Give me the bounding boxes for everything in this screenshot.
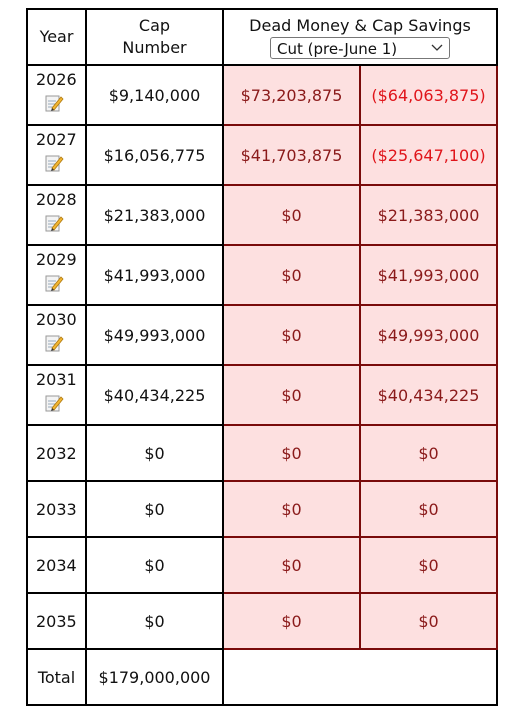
edit-icon[interactable] (44, 93, 64, 113)
edit-icon[interactable] (44, 213, 64, 233)
dead-money: $0 (222, 424, 361, 482)
cap-savings: $0 (359, 592, 498, 650)
cap-savings: $0 (359, 536, 498, 594)
cap-number-label: Cap Number (122, 16, 187, 57)
dead-money: $41,703,875 (222, 124, 361, 186)
cap-savings: $49,993,000 (359, 304, 498, 366)
table-row: 2031 $40,434,225 $0 $40,434,225 (26, 364, 498, 426)
cap-number: $0 (85, 480, 224, 538)
year-cell: 2035 (26, 592, 87, 650)
year: 2026 (36, 70, 77, 89)
dead-money-label: Dead Money & Cap Savings (249, 15, 471, 35)
dead-money: $0 (222, 480, 361, 538)
cap-number: $0 (85, 592, 224, 650)
cap-savings: $40,434,225 (359, 364, 498, 426)
year: 2034 (36, 555, 77, 575)
table-row: 2027 $16,056,775 $41,703,875 ($25,647,100) (26, 124, 498, 186)
cap-savings: $0 (359, 480, 498, 538)
year-cell: 2029 (26, 244, 87, 306)
cap-number: $0 (85, 536, 224, 594)
cap-savings: $41,993,000 (359, 244, 498, 306)
scenario-select[interactable]: Cut (pre-June 1) (270, 36, 450, 59)
table-row: 2033 $0 $0 $0 (26, 480, 498, 538)
year-cell: 2030 (26, 304, 87, 366)
table-body: 2026 $9,140,000 $73,203,875 ($64,063,875) 20… (26, 64, 498, 706)
cap-number: $49,993,000 (85, 304, 224, 366)
year: 2029 (36, 250, 77, 269)
year: 2027 (36, 130, 77, 149)
year: 2033 (36, 499, 77, 519)
chevron (431, 44, 443, 51)
year-cell: 2027 (26, 124, 87, 186)
cap-number-header: Cap Number (85, 8, 224, 66)
dead-money: $0 (222, 592, 361, 650)
edit-icon[interactable] (44, 273, 64, 293)
year-cell: 2031 (26, 364, 87, 426)
year-cell: 2034 (26, 536, 87, 594)
dead-money: $0 (222, 304, 361, 366)
total-value: $179,000,000 (85, 648, 224, 706)
dead-money: $0 (222, 184, 361, 246)
edit-icon[interactable] (44, 393, 64, 413)
cap-savings: $0 (359, 424, 498, 482)
edit-icon[interactable] (44, 153, 64, 173)
year-header: Year (26, 8, 87, 66)
table-row: 2026 $9,140,000 $73,203,875 ($64,063,875) (26, 64, 498, 126)
cap-number: $16,056,775 (85, 124, 224, 186)
total-label: Total (26, 648, 87, 706)
dead-money: $73,203,875 (222, 64, 361, 126)
year: 2031 (36, 370, 77, 389)
edit-icon[interactable] (44, 333, 64, 353)
table-row: 2032 $0 $0 $0 (26, 424, 498, 482)
cap-number: $9,140,000 (85, 64, 224, 126)
cap-number: $40,434,225 (85, 364, 224, 426)
scenario-label: Cut (pre-June 1) (277, 39, 398, 58)
table-row: 2034 $0 $0 $0 (26, 536, 498, 594)
cap-savings: ($25,647,100) (359, 124, 498, 186)
table-row: 2030 $49,993,000 $0 $49,993,000 (26, 304, 498, 366)
year-cell: 2033 (26, 480, 87, 538)
total-row: Total $179,000,000 (26, 648, 498, 706)
cap-number: $0 (85, 424, 224, 482)
year: 2032 (36, 443, 77, 463)
year: 2035 (36, 611, 77, 631)
table-row: 2028 $21,383,000 $0 $21,383,000 (26, 184, 498, 246)
dead-money: $0 (222, 536, 361, 594)
year: 2030 (36, 310, 77, 329)
dead-money: $0 (222, 244, 361, 306)
cap-table: Year Cap Number Dead Money & Cap Savings… (26, 8, 498, 706)
dead-money-header: Dead Money & Cap Savings Cut (pre-June 1… (222, 8, 498, 66)
total-empty (222, 648, 498, 706)
dead-money: $0 (222, 364, 361, 426)
year-cell: 2026 (26, 64, 87, 126)
year: 2028 (36, 190, 77, 209)
cap-savings: $21,383,000 (359, 184, 498, 246)
table-row: 2029 $41,993,000 $0 $41,993,000 (26, 244, 498, 306)
cap-savings: ($64,063,875) (359, 64, 498, 126)
cap-number: $21,383,000 (85, 184, 224, 246)
year-cell: 2032 (26, 424, 87, 482)
cap-number: $41,993,000 (85, 244, 224, 306)
year-cell: 2028 (26, 184, 87, 246)
table-row: 2035 $0 $0 $0 (26, 592, 498, 650)
